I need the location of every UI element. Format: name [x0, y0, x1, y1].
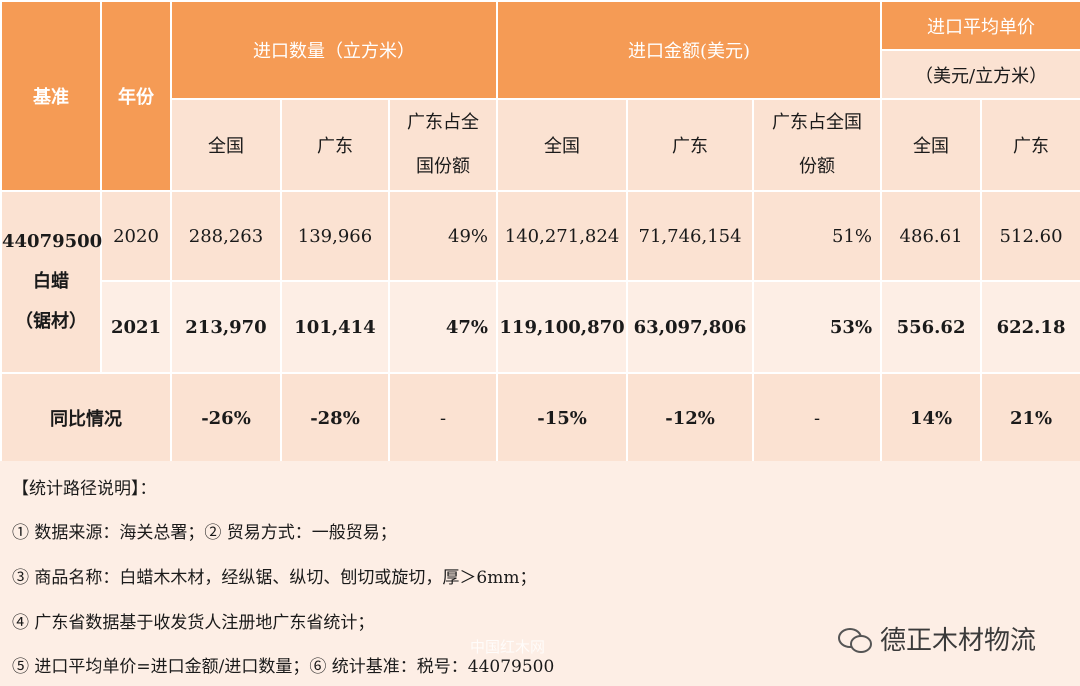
cell-amt-guangdong: 63,097,806	[626, 280, 755, 374]
header-price-unit: （美元/立方米）	[880, 49, 1080, 100]
cell-amt-nation: 119,100,870	[496, 280, 629, 374]
brand-name: 德正木材物流	[880, 626, 1037, 656]
brand-watermark: 德正木材物流	[838, 620, 1036, 657]
cell-price-guangdong: 622.18	[980, 280, 1080, 374]
header-price-nation: 全国	[880, 98, 983, 192]
cell-qty-share: 49%	[387, 190, 499, 282]
header-amt-share: 广东占全国 份额	[752, 98, 883, 192]
cell-price-guangdong: 512.60	[980, 190, 1080, 282]
header-year: 年份	[100, 0, 172, 192]
note-line-2: ③ 商品名称：白蜡木木材，经纵锯、纵切、刨切或旋切，厚＞6mm；	[12, 568, 537, 588]
cell-price-nation: 556.62	[880, 280, 983, 374]
cell-qty-nation: 288,263	[170, 190, 282, 282]
cell-amt-share: 51%	[752, 190, 883, 282]
yoy-price-nation: 14%	[880, 372, 983, 464]
import-data-table: 基准 年份 进口数量（立方米） 进口金额(美元) 进口平均单价 （美元/立方米）…	[0, 0, 1080, 464]
yoy-qty-guangdong: -28%	[280, 372, 390, 464]
notes-title: 【统计路径说明】：	[12, 479, 157, 499]
cell-qty-share: 47%	[387, 280, 499, 374]
cell-amt-share: 53%	[752, 280, 883, 374]
yoy-row: 同比情况 -26% -28% - -15% -12% - 14% 21%	[0, 372, 1080, 464]
faint-watermark: 中国红木网	[470, 638, 546, 656]
note-line-1: ① 数据来源：海关总署；② 贸易方式：一般贸易；	[12, 523, 397, 543]
yoy-amt-guangdong: -12%	[626, 372, 755, 464]
base-cell: 44079500 白蜡 （锯材）	[0, 190, 102, 374]
header-amt-guangdong: 广东	[626, 98, 755, 192]
header-amt-nation: 全国	[496, 98, 629, 192]
header-qty-guangdong: 广东	[280, 98, 390, 192]
cell-amt-guangdong: 71,746,154	[626, 190, 755, 282]
table-row: 2021 213,970 101,414 47% 119,100,870 63,…	[1, 280, 1080, 374]
yoy-price-guangdong: 21%	[980, 372, 1080, 464]
header-quantity-group: 进口数量（立方米）	[169, 0, 499, 100]
yoy-amt-share: -	[752, 372, 883, 464]
header-qty-nation: 全国	[170, 98, 282, 192]
header-base: 基准	[0, 0, 102, 192]
row-year: 2020	[100, 190, 172, 282]
row-year: 2021	[100, 280, 172, 374]
notes-panel: 【统计路径说明】： ① 数据来源：海关总署；② 贸易方式：一般贸易； ③ 商品名…	[0, 461, 1080, 686]
header-price-guangdong: 广东	[980, 98, 1080, 192]
header-amount-group: 进口金额(美元)	[496, 0, 883, 100]
header-price-group: 进口平均单价	[880, 0, 1080, 51]
yoy-qty-share: -	[387, 372, 499, 464]
yoy-amt-nation: -15%	[496, 372, 629, 464]
cell-amt-nation: 140,271,824	[496, 190, 629, 282]
note-line-4: ⑤ 进口平均单价=进口金额/进口数量；⑥ 统计基准：税号：44079500	[12, 657, 555, 677]
yoy-label: 同比情况	[0, 372, 172, 464]
cell-price-nation: 486.61	[880, 190, 983, 282]
note-line-3: ④ 广东省数据基于收发货人注册地广东省统计；	[12, 613, 375, 633]
header-qty-share: 广东占全 国份额	[387, 98, 499, 192]
table-row: 44079500 白蜡 （锯材） 2020 288,263 139,966 49% …	[0, 190, 1080, 374]
yoy-qty-nation: -26%	[170, 372, 282, 464]
cell-qty-guangdong: 139,966	[280, 190, 390, 282]
cell-qty-guangdong: 101,414	[280, 280, 390, 374]
wechat-icon	[838, 626, 872, 653]
cell-qty-nation: 213,970	[170, 280, 282, 374]
